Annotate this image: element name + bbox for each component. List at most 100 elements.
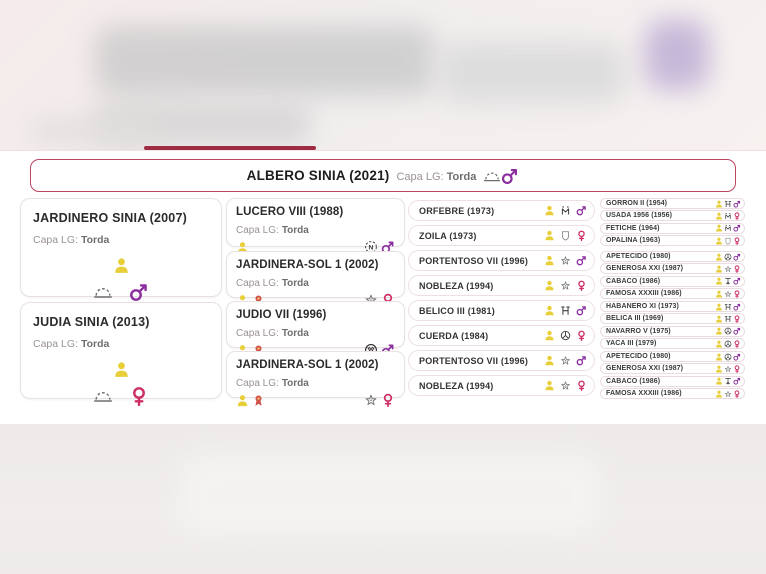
ancestor-pill[interactable]: GORRON II (1954) xyxy=(600,198,745,209)
capa-value: Torda xyxy=(281,225,309,236)
ancestor-pill[interactable]: GENEROSA XXI (1987) xyxy=(600,263,745,275)
horse-name: FAMOSA XXXIII (1986) xyxy=(606,290,682,298)
ancestor-pill[interactable]: CABACO (1986) xyxy=(600,275,745,287)
horse-status-icons xyxy=(715,303,741,311)
ancestor-pill[interactable]: PORTENTOSO VII (1996) xyxy=(408,250,595,271)
star-icon xyxy=(724,265,732,272)
star-icon xyxy=(561,381,570,390)
female-icon xyxy=(578,380,585,391)
horse-name: BELICO III (1981) xyxy=(419,305,495,316)
female-icon xyxy=(578,280,585,291)
female-icon xyxy=(578,230,585,241)
horse-status-icons xyxy=(715,340,741,348)
root-capa-line: Capa LG: Torda xyxy=(396,167,476,185)
star-icon xyxy=(561,281,570,290)
ancestor-card[interactable]: JARDINERA-SOL 1 (2002) Capa LG: Torda xyxy=(226,251,405,307)
ancestor-pill[interactable]: BELICA III (1969) xyxy=(600,313,745,325)
horse-status-icons xyxy=(715,200,741,208)
horse-name: GENEROSA XXI (1987) xyxy=(606,265,684,273)
gate-h-icon xyxy=(724,315,732,323)
ancestor-pill[interactable]: FETICHE (1964) xyxy=(600,222,745,234)
ancestor-pill[interactable]: PORTENTOSO VII (1996) xyxy=(408,350,595,371)
ancestor-pill[interactable]: NAVARRO V (1975) xyxy=(600,325,745,337)
ancestor-pill[interactable]: APETECIDO (1980) xyxy=(600,251,745,262)
rosette-icon xyxy=(255,395,262,406)
ancestor-pill[interactable]: NOBLEZA (1994) xyxy=(408,375,595,396)
ancestor-pill[interactable]: USADA 1956 (1956) xyxy=(600,210,745,222)
horse-name: GENEROSA XXI (1987) xyxy=(606,365,684,373)
ancestor-pill[interactable]: APETECIDO (1980) xyxy=(600,351,745,362)
horse-name: GORRON II (1954) xyxy=(606,200,668,207)
person-icon xyxy=(545,280,554,291)
person-icon xyxy=(716,237,722,245)
horse-badges xyxy=(33,257,209,274)
crown-m-icon xyxy=(725,212,731,219)
horse-status-icons xyxy=(544,230,587,241)
person-icon xyxy=(716,353,722,360)
male-icon xyxy=(502,168,518,184)
horse-name: JUDIO VII (1996) xyxy=(236,309,327,321)
horse-status-icons xyxy=(715,315,741,323)
gate-h-icon xyxy=(561,306,570,315)
trophy-icon xyxy=(725,378,731,385)
female-icon xyxy=(734,340,740,348)
star-icon xyxy=(561,256,570,265)
horse-status-icons xyxy=(544,205,587,216)
capa-value: Torda xyxy=(446,170,477,183)
ancestor-pill[interactable]: OPALINA (1963) xyxy=(600,235,745,247)
horse-name: USADA 1956 (1956) xyxy=(606,212,673,220)
person-icon xyxy=(716,253,722,260)
horse-name: JARDINERA-SOL 1 (2002) xyxy=(236,259,379,271)
horse-name: APETECIDO (1980) xyxy=(606,353,671,360)
male-icon xyxy=(733,225,741,232)
ancestor-pill[interactable]: ORFEBRE (1973) xyxy=(408,200,595,221)
blurred-content xyxy=(95,26,435,96)
ancestor-pill[interactable]: GENEROSA XXI (1987) xyxy=(600,363,745,375)
pedigree-panel: ALBERO SINIA (2021) Capa LG: Torda JARDIN… xyxy=(0,150,766,425)
horse-status-icons xyxy=(544,255,587,266)
capa-value: Torda xyxy=(281,328,309,339)
male-icon xyxy=(733,278,741,285)
horse-name: ORFEBRE (1973) xyxy=(419,205,495,216)
horse-status-icons xyxy=(715,377,741,385)
ancestor-pill[interactable]: NOBLEZA (1994) xyxy=(408,275,595,296)
ancestor-card[interactable]: JUDIO VII (1996) Capa LG: Torda xyxy=(226,301,405,357)
ancestor-pill[interactable]: FAMOSA XXXIII (1986) xyxy=(600,388,745,400)
ancestor-pill[interactable]: YACA III (1979) xyxy=(600,338,745,350)
cloud-icon xyxy=(484,172,501,182)
capa-label: Capa LG: xyxy=(236,278,279,289)
ancestor-card[interactable]: JARDINERA-SOL 1 (2002) Capa LG: Torda xyxy=(226,351,405,407)
generation-4-group: APETECIDO (1980) GENEROSA XXI (1987) CAB… xyxy=(600,251,745,300)
horse-name: NAVARRO V (1975) xyxy=(606,327,671,335)
blurred-content xyxy=(440,42,625,104)
horse-name: CUERDA (1984) xyxy=(419,330,489,341)
horse-name: CABACO (1986) xyxy=(606,377,661,385)
root-horse-name: ALBERO SINIA (2021) xyxy=(246,168,390,183)
ancestor-card-dam[interactable]: JUDIA SINIA (2013) Capa LG: Torda xyxy=(20,302,222,406)
ancestor-pill[interactable]: BELICO III (1981) xyxy=(408,300,595,321)
star-icon xyxy=(561,356,570,365)
ancestor-pill[interactable]: CUERDA (1984) xyxy=(408,325,595,346)
horse-name: APETECIDO (1980) xyxy=(606,253,671,260)
male-icon xyxy=(733,328,741,335)
wheel-icon xyxy=(724,327,732,335)
ancestor-pill[interactable]: HABANERO XI (1973) xyxy=(600,301,745,312)
female-icon xyxy=(734,237,740,245)
person-icon xyxy=(716,377,722,385)
female-icon xyxy=(734,390,740,398)
male-icon xyxy=(733,303,741,311)
root-horse-banner[interactable]: ALBERO SINIA (2021) Capa LG: Torda xyxy=(30,159,736,192)
ancestor-pill[interactable]: CABACO (1986) xyxy=(600,375,745,387)
ancestor-card[interactable]: LUCERO VIII (1988) Capa LG: Torda N xyxy=(226,198,405,254)
ancestor-pill[interactable]: ZOILA (1973) xyxy=(408,225,595,246)
shield-icon xyxy=(562,231,569,241)
ancestor-card-sire[interactable]: JARDINERO SINIA (2007) Capa LG: Torda xyxy=(20,198,222,301)
horse-status-icons xyxy=(544,305,587,316)
person-icon xyxy=(716,390,722,398)
male-icon xyxy=(733,253,741,261)
horse-status-icons xyxy=(33,386,209,406)
blurred-content xyxy=(180,454,600,534)
horse-name: PORTENTOSO VII (1996) xyxy=(419,355,529,366)
ancestor-pill[interactable]: FAMOSA XXXIII (1986) xyxy=(600,288,745,300)
